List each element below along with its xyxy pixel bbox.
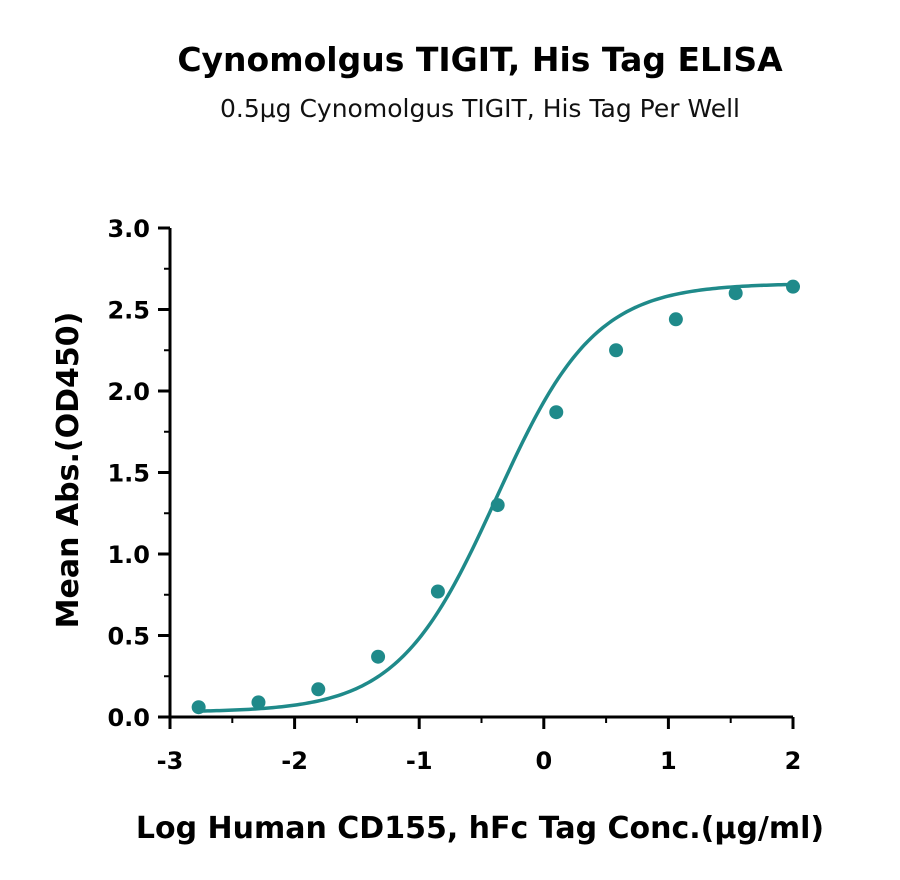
data-points [191, 279, 800, 715]
y-tick-label: 2.0 [107, 378, 150, 406]
fit-curve-layer [198, 282, 794, 713]
x-tick-label: -1 [406, 747, 433, 775]
chart-title: Cynomolgus TIGIT, His Tag ELISA [177, 40, 783, 79]
x-tick-label: 0 [535, 747, 552, 775]
chart-subtitle: 0.5μg Cynomolgus TIGIT, His Tag Per Well [219, 94, 740, 123]
x-tick-label: -2 [281, 747, 308, 775]
x-axis-title: Log Human CD155, hFc Tag Conc.(μg/ml) [136, 811, 824, 846]
y-tick-label: 0.0 [107, 704, 150, 732]
data-point [430, 584, 445, 599]
data-point [251, 695, 266, 710]
data-point [191, 700, 206, 715]
data-point [549, 405, 564, 420]
y-tick-label: 1.0 [107, 541, 150, 569]
data-point [728, 286, 743, 301]
data-point [311, 682, 326, 697]
y-tick-label: 1.5 [107, 460, 150, 488]
data-point [668, 312, 683, 327]
data-point [371, 649, 386, 664]
x-tick-label: 2 [785, 747, 802, 775]
fit-curve [198, 282, 794, 713]
data-point [786, 279, 800, 294]
y-axis-title: Mean Abs.(OD450) [51, 312, 86, 629]
data-point [609, 343, 624, 358]
axes: 0.0 0.5 1.0 1.5 2.0 2.5 3.0 -3 -2 -1 0 1 2 [107, 215, 801, 775]
y-tick-label: 3.0 [107, 215, 150, 243]
y-tick-label: 0.5 [107, 623, 150, 651]
y-tick-label: 2.5 [107, 297, 150, 325]
x-tick-label: -3 [157, 747, 184, 775]
data-point [490, 498, 505, 513]
x-tick-label: 1 [660, 747, 677, 775]
